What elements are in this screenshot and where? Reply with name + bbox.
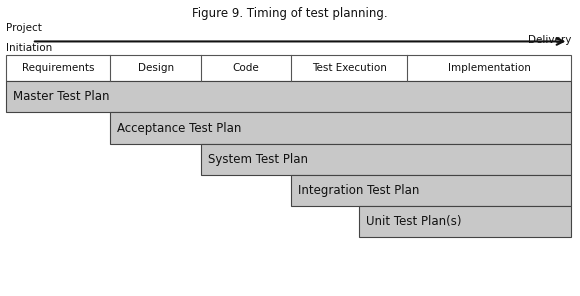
Text: Implementation: Implementation	[448, 63, 531, 73]
Text: Project: Project	[6, 22, 42, 33]
Text: Unit Test Plan(s): Unit Test Plan(s)	[366, 215, 462, 228]
Text: Delivery: Delivery	[528, 35, 571, 45]
Text: Figure 9. Timing of test planning.: Figure 9. Timing of test planning.	[192, 7, 388, 20]
Text: Initiation: Initiation	[6, 43, 53, 53]
Text: Design: Design	[137, 63, 174, 73]
Text: Test Execution: Test Execution	[312, 63, 387, 73]
Text: Integration Test Plan: Integration Test Plan	[298, 184, 420, 197]
Text: Acceptance Test Plan: Acceptance Test Plan	[117, 122, 242, 134]
Text: Requirements: Requirements	[22, 63, 95, 73]
Text: Code: Code	[233, 63, 259, 73]
Text: System Test Plan: System Test Plan	[208, 153, 308, 165]
Text: Master Test Plan: Master Test Plan	[13, 91, 109, 103]
